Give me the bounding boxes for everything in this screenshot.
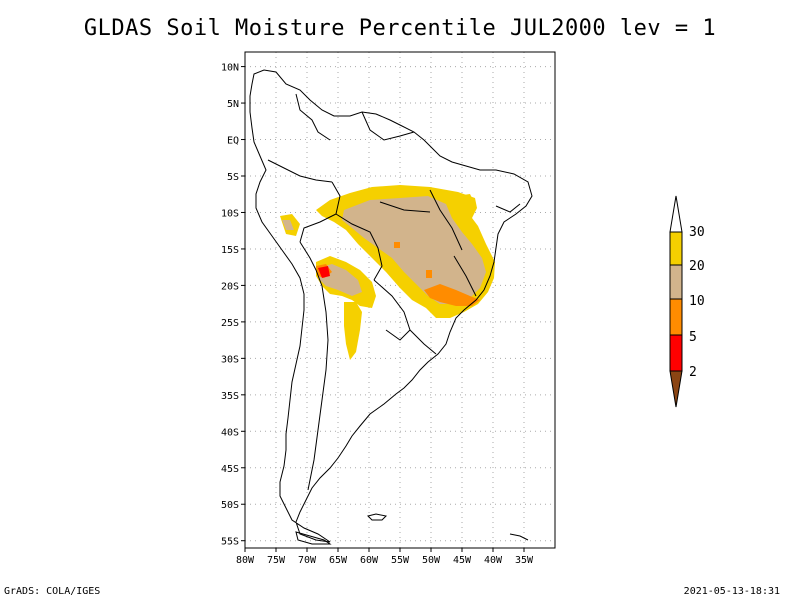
colorbar-label-20: 20 bbox=[689, 259, 705, 274]
south-america-coastline bbox=[249, 69, 533, 543]
lat-label: 15S bbox=[221, 245, 239, 256]
colorbar-label-30: 30 bbox=[689, 225, 705, 240]
lon-label: 50W bbox=[422, 555, 441, 566]
colorbar-label-10: 10 bbox=[689, 294, 705, 309]
lon-label: 65W bbox=[329, 555, 348, 566]
border-paraguay bbox=[373, 279, 411, 341]
colorbar-bottom-arrow bbox=[669, 370, 683, 408]
lon-label: 70W bbox=[298, 555, 317, 566]
lat-label: 10S bbox=[221, 208, 239, 219]
lon-label: 45W bbox=[453, 555, 472, 566]
border-colombia-peru bbox=[267, 159, 333, 183]
colorbar: 30 20 10 5 2 bbox=[669, 195, 705, 408]
lat-label: 40S bbox=[221, 427, 239, 438]
shade-2-5-bolivia bbox=[318, 266, 330, 278]
lat-label: 30S bbox=[221, 354, 239, 365]
lat-label: 50S bbox=[221, 500, 239, 511]
colorbar-band-20-30 bbox=[669, 231, 683, 266]
colorbar-band-10-20 bbox=[669, 264, 683, 300]
footer-timestamp: 2021-05-13-18:31 bbox=[683, 586, 780, 597]
lat-label: 25S bbox=[221, 318, 239, 329]
lon-label: 80W bbox=[236, 555, 255, 566]
latitude-labels: 10N 5N EQ 5S 10S 15S 20S 25S 30S 35S 40S 45S 50S 55S bbox=[221, 63, 245, 548]
border-peru-brazil bbox=[299, 181, 341, 243]
coastlines-and-borders bbox=[249, 69, 533, 545]
shade-10-20-peru bbox=[282, 220, 294, 230]
colorbar-label-2: 2 bbox=[689, 365, 697, 380]
border-brazil-states-3 bbox=[453, 255, 477, 297]
shade-5-10-central bbox=[426, 270, 432, 278]
lon-label: 55W bbox=[391, 555, 410, 566]
lat-label: 5S bbox=[227, 172, 239, 183]
shade-20-30-argentina-north bbox=[344, 302, 362, 360]
colorbar-top-arrow bbox=[669, 195, 683, 233]
lon-label: 40W bbox=[484, 555, 503, 566]
shaded-regions bbox=[280, 185, 495, 360]
colorbar-band-2-5 bbox=[669, 334, 683, 372]
border-guianas bbox=[361, 111, 415, 141]
south-georgia bbox=[509, 533, 529, 541]
border-bolivia-peru bbox=[299, 241, 323, 287]
border-chile-argentina bbox=[307, 285, 329, 491]
shade-10-20-central-brazil bbox=[342, 196, 486, 304]
lat-label: 35S bbox=[221, 391, 239, 402]
colorbar-label-5: 5 bbox=[689, 330, 697, 345]
colorbar-band-5-10 bbox=[669, 298, 683, 336]
lat-label: 20S bbox=[221, 281, 239, 292]
border-venezuela-colombia bbox=[295, 93, 331, 141]
lon-label: 75W bbox=[267, 555, 286, 566]
shade-5-10-speck bbox=[394, 242, 400, 248]
lon-label: 35W bbox=[515, 555, 534, 566]
lat-label: 45S bbox=[221, 464, 239, 475]
shade-20-30-northeast bbox=[456, 194, 476, 214]
border-brazil-states-4 bbox=[495, 203, 521, 213]
lat-label: 5N bbox=[227, 99, 239, 110]
tierra-del-fuego bbox=[295, 531, 332, 545]
falkland-islands bbox=[367, 513, 388, 521]
lat-label: 55S bbox=[221, 537, 239, 548]
longitude-labels: 80W 75W 70W 65W 60W 55W 50W 45W 40W 35W bbox=[236, 548, 534, 566]
lat-label: EQ bbox=[227, 136, 239, 147]
map-title: GLDAS Soil Moisture Percentile JUL2000 l… bbox=[83, 16, 717, 41]
border-bolivia-brazil bbox=[335, 213, 383, 281]
map-background bbox=[245, 52, 555, 548]
lat-label: 10N bbox=[221, 63, 239, 74]
border-argentina-brazil bbox=[409, 329, 437, 355]
shade-5-10-southeast bbox=[424, 284, 480, 306]
border-brazil-states-2 bbox=[379, 201, 431, 213]
footer-credit: GrADS: COLA/IGES bbox=[4, 586, 101, 597]
lon-label: 60W bbox=[360, 555, 379, 566]
border-brazil-states-1 bbox=[429, 189, 463, 251]
